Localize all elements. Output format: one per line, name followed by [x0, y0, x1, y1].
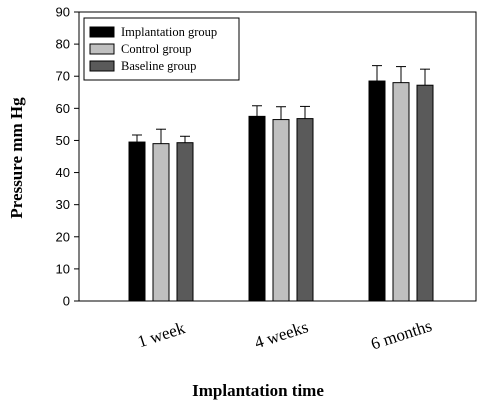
y-tick-label: 40: [56, 165, 70, 180]
bar: [392, 82, 410, 302]
legend-label: Implantation group: [121, 25, 217, 39]
legend-swatch: [89, 43, 115, 55]
x-tick-label: 1 week: [135, 318, 188, 351]
legend-label: Control group: [121, 42, 191, 56]
bar: [128, 141, 146, 302]
y-tick-label: 70: [56, 69, 70, 84]
y-tick-label: 90: [56, 5, 70, 20]
legend: Implantation group Control group Baseline …: [83, 17, 240, 81]
x-axis-ticks: 1 week 4 weeks 6 months: [135, 316, 434, 353]
legend-swatch: [89, 26, 115, 38]
plot-frame: [78, 11, 477, 302]
legend-swatch: [89, 60, 115, 72]
y-axis-title: Pressure mm Hg: [7, 97, 26, 219]
bar: [248, 115, 266, 302]
bar: [152, 143, 170, 302]
y-axis-ticks: 0 10 20 30 40 50 60 70 80 90: [56, 5, 79, 309]
y-tick-label: 30: [56, 197, 70, 212]
bars-group: [128, 65, 434, 302]
bar: [296, 118, 314, 302]
y-tick-label: 50: [56, 133, 70, 148]
y-tick-label: 60: [56, 101, 70, 116]
y-tick-label: 10: [56, 261, 70, 276]
y-tick-label: 20: [56, 229, 70, 244]
x-tick-label: 4 weeks: [252, 317, 310, 352]
x-axis-title: Implantation time: [192, 381, 324, 400]
bar: [176, 142, 194, 302]
y-tick-label: 0: [63, 294, 70, 309]
y-tick-label: 80: [56, 37, 70, 52]
bar: [416, 84, 434, 302]
legend-label: Baseline group: [121, 59, 196, 73]
x-tick-label: 6 months: [368, 316, 434, 353]
bar: [368, 80, 386, 302]
bar: [272, 119, 290, 302]
